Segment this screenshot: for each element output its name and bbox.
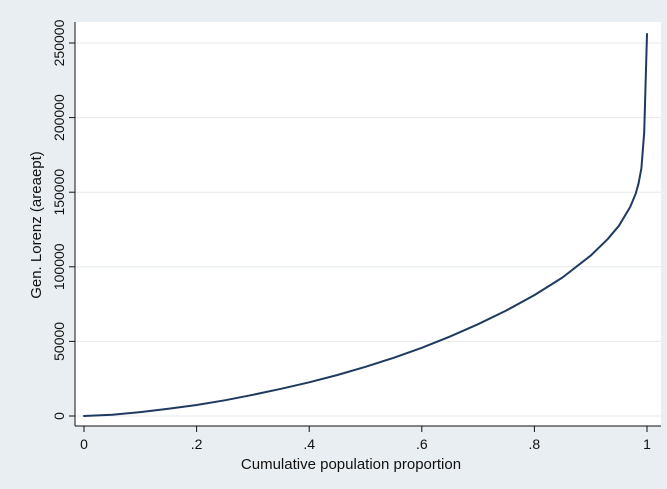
x-tick-label: .6 <box>416 436 428 452</box>
series-layer <box>83 33 648 417</box>
series-line <box>83 33 648 417</box>
y-tick-label: 0 <box>51 412 67 420</box>
y-axis-title: Gen. Lorenz (areaept) <box>28 151 45 299</box>
x-tick-label: 0 <box>80 436 88 452</box>
x-tick-label: 1 <box>643 436 651 452</box>
plot-area <box>75 22 661 426</box>
y-tick-label: 100000 <box>51 243 67 290</box>
x-axis-title: Cumulative population proportion <box>241 456 461 473</box>
gridlines <box>75 42 661 417</box>
axes: 0 50000 100000 150000 200000 250000 0 .2 .4 .6 .8 1 <box>51 19 661 452</box>
y-tick-label: 200000 <box>51 94 67 141</box>
x-tick-label: .2 <box>191 436 203 452</box>
x-tick-label: .4 <box>303 436 315 452</box>
x-tick-label: .8 <box>529 436 541 452</box>
y-tick-label: 150000 <box>51 169 67 216</box>
y-tick-label: 50000 <box>51 322 67 361</box>
y-tick-label: 250000 <box>51 19 67 66</box>
